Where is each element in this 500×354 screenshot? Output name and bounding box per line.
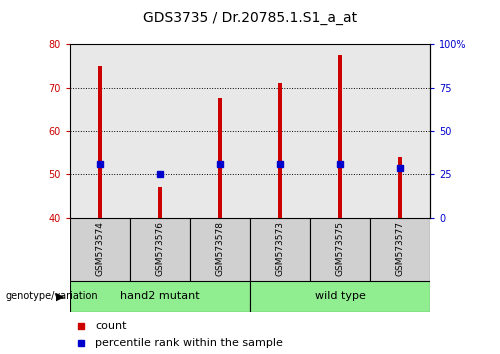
Text: wild type: wild type — [314, 291, 366, 302]
Bar — [98, 66, 102, 218]
Bar — [70, 281, 250, 312]
Bar — [278, 83, 282, 218]
Bar — [130, 218, 190, 281]
Text: GSM573577: GSM573577 — [396, 221, 404, 276]
Text: GSM573574: GSM573574 — [96, 221, 104, 276]
Text: hand2 mutant: hand2 mutant — [120, 291, 200, 302]
Text: GSM573573: GSM573573 — [276, 221, 284, 276]
Bar — [218, 98, 222, 218]
Bar — [158, 187, 162, 218]
Bar — [250, 218, 310, 281]
Bar — [250, 281, 430, 312]
Text: ▶: ▶ — [56, 291, 64, 302]
Text: GSM573575: GSM573575 — [336, 221, 344, 276]
Bar — [190, 218, 250, 281]
Bar — [338, 55, 342, 218]
Text: genotype/variation: genotype/variation — [5, 291, 98, 302]
Bar — [370, 218, 430, 281]
Text: percentile rank within the sample: percentile rank within the sample — [95, 338, 283, 348]
Bar — [310, 218, 370, 281]
Text: GDS3735 / Dr.20785.1.S1_a_at: GDS3735 / Dr.20785.1.S1_a_at — [143, 11, 357, 25]
Bar — [70, 218, 130, 281]
Text: GSM573578: GSM573578 — [216, 221, 224, 276]
Text: GSM573576: GSM573576 — [156, 221, 164, 276]
Text: count: count — [95, 321, 126, 331]
Bar — [398, 157, 402, 218]
